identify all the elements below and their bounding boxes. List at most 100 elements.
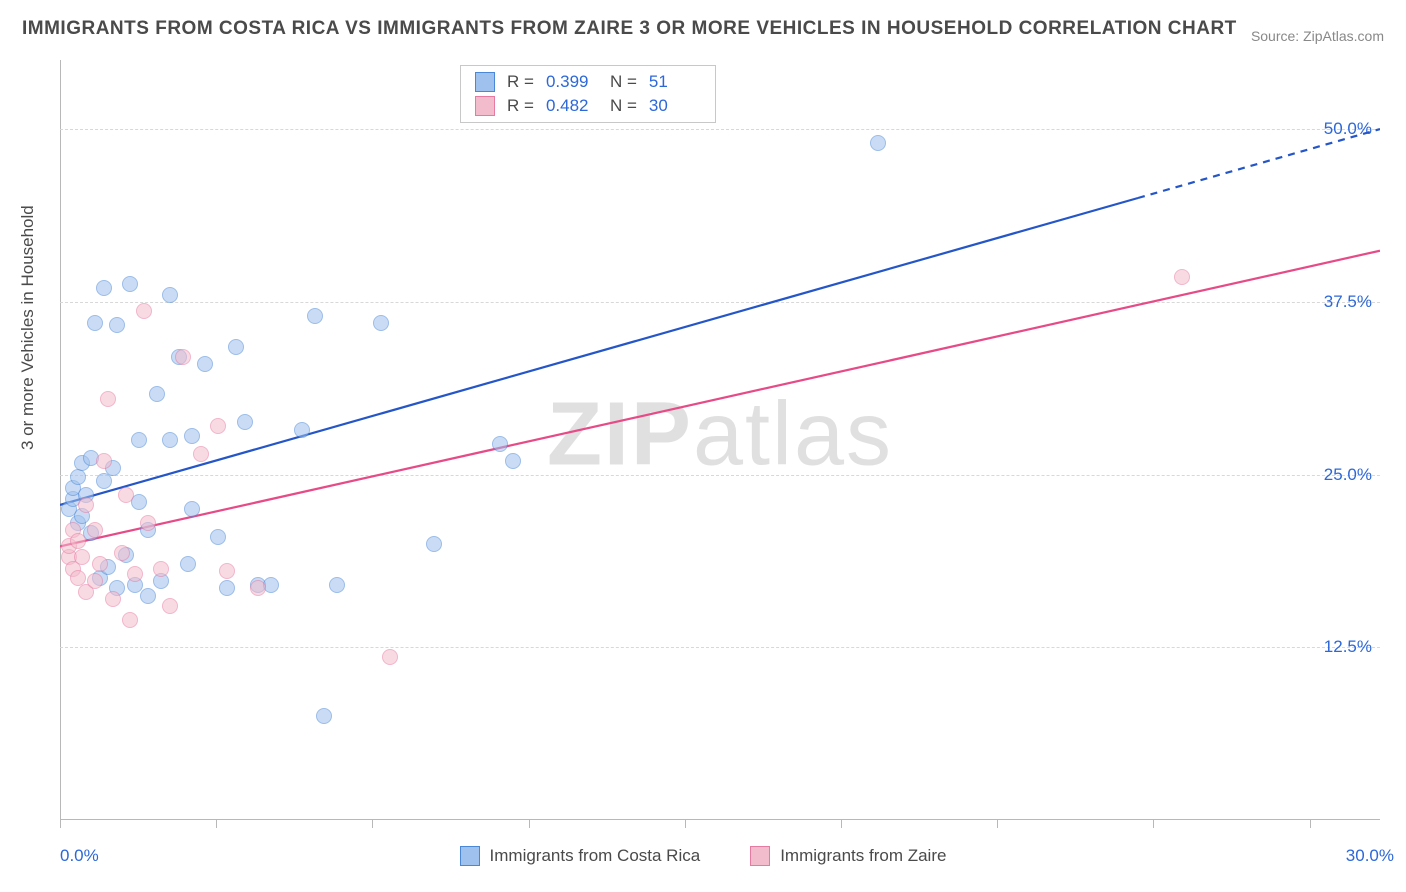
x-tick xyxy=(841,820,842,828)
gridline-h xyxy=(60,302,1380,303)
scatter-point-costa-rica xyxy=(329,577,345,593)
r-value-costa-rica: 0.399 xyxy=(546,72,598,92)
scatter-point-zaire xyxy=(78,497,94,513)
scatter-point-costa-rica xyxy=(307,308,323,324)
r-value-zaire: 0.482 xyxy=(546,96,598,116)
x-tick xyxy=(997,820,998,828)
scatter-point-costa-rica xyxy=(870,135,886,151)
series-name-costa-rica: Immigrants from Costa Rica xyxy=(490,846,701,866)
scatter-point-costa-rica xyxy=(109,317,125,333)
scatter-point-costa-rica xyxy=(162,287,178,303)
y-tick-label: 12.5% xyxy=(1324,637,1372,657)
scatter-point-zaire xyxy=(250,580,266,596)
scatter-point-zaire xyxy=(105,591,121,607)
x-tick xyxy=(216,820,217,828)
scatter-point-zaire xyxy=(136,303,152,319)
trend-line-dashed xyxy=(1138,129,1380,198)
x-tick xyxy=(372,820,373,828)
scatter-point-zaire xyxy=(127,566,143,582)
bottom-legend-item-zaire: Immigrants from Zaire xyxy=(750,846,946,866)
scatter-point-zaire xyxy=(1174,269,1190,285)
stat-legend: R = 0.399 N = 51 R = 0.482 N = 30 xyxy=(460,65,716,123)
bottom-legend: Immigrants from Costa Rica Immigrants fr… xyxy=(0,846,1406,866)
scatter-point-zaire xyxy=(118,487,134,503)
n-value-zaire: 30 xyxy=(649,96,701,116)
scatter-point-costa-rica xyxy=(96,473,112,489)
scatter-point-zaire xyxy=(92,556,108,572)
watermark-bold: ZIP xyxy=(547,384,693,484)
y-axis-line xyxy=(60,60,61,820)
scatter-point-zaire xyxy=(87,573,103,589)
source-line: Source: ZipAtlas.com xyxy=(1251,28,1384,44)
scatter-point-costa-rica xyxy=(197,356,213,372)
scatter-point-zaire xyxy=(114,545,130,561)
trend-line-solid xyxy=(60,251,1380,547)
scatter-point-zaire xyxy=(87,522,103,538)
scatter-point-costa-rica xyxy=(131,432,147,448)
scatter-point-costa-rica xyxy=(210,529,226,545)
gridline-h xyxy=(60,475,1380,476)
scatter-point-costa-rica xyxy=(140,588,156,604)
scatter-point-costa-rica xyxy=(87,315,103,331)
x-tick xyxy=(685,820,686,828)
trend-line-solid xyxy=(60,198,1138,505)
scatter-point-zaire xyxy=(122,612,138,628)
scatter-point-costa-rica xyxy=(316,708,332,724)
x-tick xyxy=(1153,820,1154,828)
plot-area: ZIPatlas 12.5% 25.0% 37.5% 50.0% R = 0.399 … xyxy=(60,60,1380,820)
scatter-point-zaire xyxy=(74,549,90,565)
scatter-point-costa-rica xyxy=(237,414,253,430)
source-label: Source: xyxy=(1251,28,1303,44)
n-label: N = xyxy=(610,96,637,116)
gridline-h xyxy=(60,647,1380,648)
y-tick-label: 37.5% xyxy=(1324,292,1372,312)
scatter-point-zaire xyxy=(100,391,116,407)
scatter-point-costa-rica xyxy=(228,339,244,355)
swatch-costa-rica xyxy=(460,846,480,866)
scatter-point-costa-rica xyxy=(505,453,521,469)
y-tick-label: 25.0% xyxy=(1324,465,1372,485)
gridline-h xyxy=(60,129,1380,130)
scatter-point-zaire xyxy=(140,515,156,531)
scatter-point-costa-rica xyxy=(426,536,442,552)
scatter-point-costa-rica xyxy=(180,556,196,572)
n-value-costa-rica: 51 xyxy=(649,72,701,92)
r-label: R = xyxy=(507,96,534,116)
swatch-zaire xyxy=(475,96,495,116)
x-axis-line xyxy=(60,819,1380,820)
scatter-point-costa-rica xyxy=(184,501,200,517)
source-name[interactable]: ZipAtlas.com xyxy=(1303,28,1384,44)
scatter-point-zaire xyxy=(382,649,398,665)
scatter-point-zaire xyxy=(153,561,169,577)
scatter-point-costa-rica xyxy=(492,436,508,452)
stat-legend-row-zaire: R = 0.482 N = 30 xyxy=(461,94,715,118)
x-tick xyxy=(1310,820,1311,828)
scatter-point-zaire xyxy=(210,418,226,434)
scatter-point-costa-rica xyxy=(122,276,138,292)
scatter-point-costa-rica xyxy=(149,386,165,402)
scatter-point-zaire xyxy=(175,349,191,365)
r-label: R = xyxy=(507,72,534,92)
scatter-point-zaire xyxy=(96,453,112,469)
swatch-zaire xyxy=(750,846,770,866)
x-tick xyxy=(60,820,61,828)
swatch-costa-rica xyxy=(475,72,495,92)
series-name-zaire: Immigrants from Zaire xyxy=(780,846,946,866)
watermark: ZIPatlas xyxy=(547,383,893,486)
scatter-point-costa-rica xyxy=(96,280,112,296)
chart-title: IMMIGRANTS FROM COSTA RICA VS IMMIGRANTS… xyxy=(22,18,1237,40)
y-axis-label: 3 or more Vehicles in Household xyxy=(18,205,38,450)
scatter-point-costa-rica xyxy=(294,422,310,438)
scatter-point-zaire xyxy=(193,446,209,462)
scatter-point-zaire xyxy=(162,598,178,614)
scatter-point-costa-rica xyxy=(373,315,389,331)
scatter-point-costa-rica xyxy=(219,580,235,596)
y-tick-label: 50.0% xyxy=(1324,119,1372,139)
trend-lines xyxy=(60,60,1380,820)
scatter-point-costa-rica xyxy=(70,469,86,485)
watermark-light: atlas xyxy=(693,384,893,484)
scatter-point-zaire xyxy=(70,533,86,549)
n-label: N = xyxy=(610,72,637,92)
stat-legend-row-costa-rica: R = 0.399 N = 51 xyxy=(461,70,715,94)
scatter-point-zaire xyxy=(219,563,235,579)
